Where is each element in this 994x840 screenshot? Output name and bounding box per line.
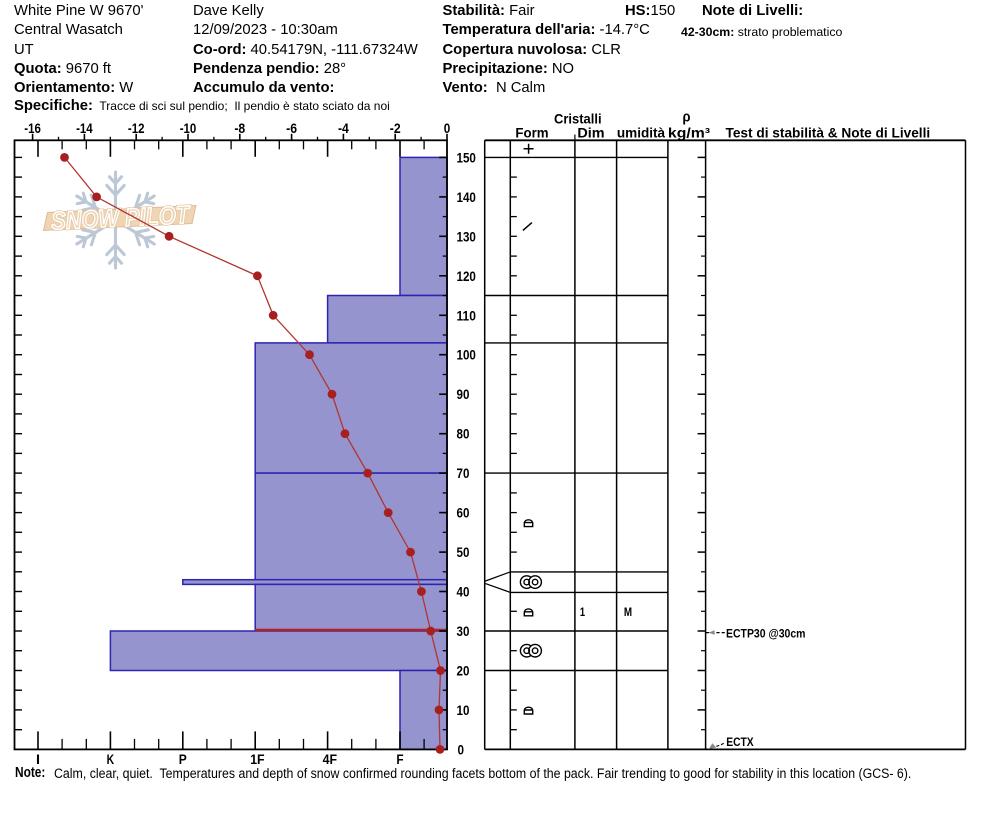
svg-text:80: 80 [457,427,470,443]
svg-text:-14: -14 [76,121,93,137]
svg-text:F: F [396,752,403,768]
svg-text:-16: -16 [24,121,41,137]
svg-text:-10: -10 [180,121,197,137]
svg-text:4F: 4F [323,752,338,768]
svg-text:M: M [624,605,632,619]
svg-text:umidità: umidità [617,124,665,140]
svg-text:P: P [179,752,187,768]
svg-text:40: 40 [457,585,470,601]
svg-text:Dim: Dim [577,124,604,140]
svg-text:110: 110 [457,308,476,324]
svg-text:ECTX: ECTX [726,735,754,749]
svg-text:50: 50 [457,545,470,561]
svg-text:1: 1 [580,605,585,619]
svg-text:ECTP30 @30cm: ECTP30 @30cm [726,626,806,640]
svg-text:Cristalli: Cristalli [554,110,602,126]
svg-text:0: 0 [444,121,451,137]
svg-text:90: 90 [457,387,470,403]
svg-text:I: I [36,752,40,768]
svg-text:30: 30 [457,624,470,640]
svg-text:100: 100 [457,348,476,364]
svg-text:1F: 1F [250,752,265,768]
svg-text:130: 130 [457,229,476,245]
svg-text:kg/m³: kg/m³ [668,124,710,140]
svg-text:-2: -2 [390,121,401,137]
svg-text:SNOW PILOT: SNOW PILOT [51,201,193,236]
svg-text:-6: -6 [286,121,297,137]
svg-text:Test di stabilità & Note di Li: Test di stabilità & Note di Livelli [726,124,931,140]
svg-text:20: 20 [457,664,470,680]
svg-text:140: 140 [457,190,476,206]
svg-text:70: 70 [457,466,470,482]
svg-text:Form: Form [515,124,548,140]
svg-text:60: 60 [457,506,470,522]
svg-text:0: 0 [458,742,465,758]
svg-text:K: K [107,752,115,768]
svg-text:10: 10 [457,703,470,719]
svg-text:150: 150 [457,150,476,166]
svg-text:-12: -12 [128,121,145,137]
svg-text:-8: -8 [234,121,245,137]
svg-text:ρ: ρ [683,110,691,126]
svg-text:-4: -4 [338,121,349,137]
svg-text:120: 120 [457,269,476,285]
